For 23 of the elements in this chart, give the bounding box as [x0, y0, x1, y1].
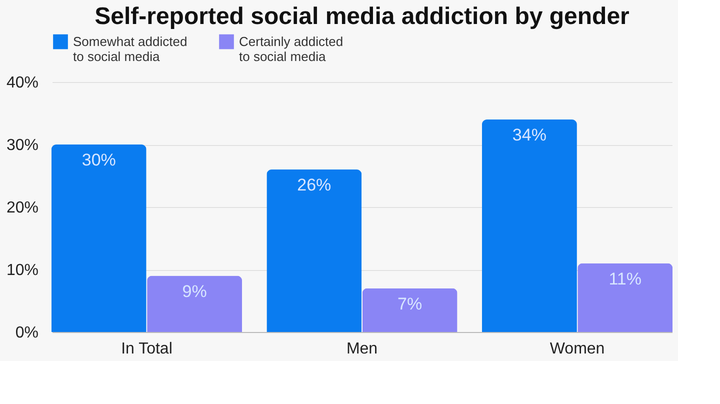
- bar: [147, 276, 242, 332]
- x-tick-label: Women: [550, 340, 605, 358]
- bar: [266, 170, 362, 332]
- data-label: 34%: [512, 126, 546, 144]
- bar: [51, 144, 146, 332]
- data-label: 7%: [398, 294, 422, 314]
- bar: [362, 288, 458, 332]
- data-label: 26%: [297, 176, 332, 194]
- chart-title: Self-reported social media addiction by gender: [94, 3, 630, 30]
- x-tick-label: In Total: [121, 340, 172, 358]
- data-label: 11%: [608, 269, 642, 288]
- data-label: 9%: [182, 282, 207, 301]
- x-tick-label: Men: [346, 340, 378, 358]
- y-tick-label: 30%: [6, 137, 38, 154]
- legend-label: Somewhat addicted to social media: [73, 34, 188, 64]
- bar: [482, 120, 577, 332]
- y-tick-label: 20%: [6, 200, 38, 216]
- bar: [578, 263, 673, 332]
- data-label: 30%: [82, 150, 116, 170]
- y-tick-label: 10%: [6, 262, 38, 279]
- legend-label: Certainly addicted to social media: [239, 34, 344, 64]
- y-tick-label: 40%: [6, 74, 38, 92]
- y-tick-label: 0%: [15, 324, 38, 342]
